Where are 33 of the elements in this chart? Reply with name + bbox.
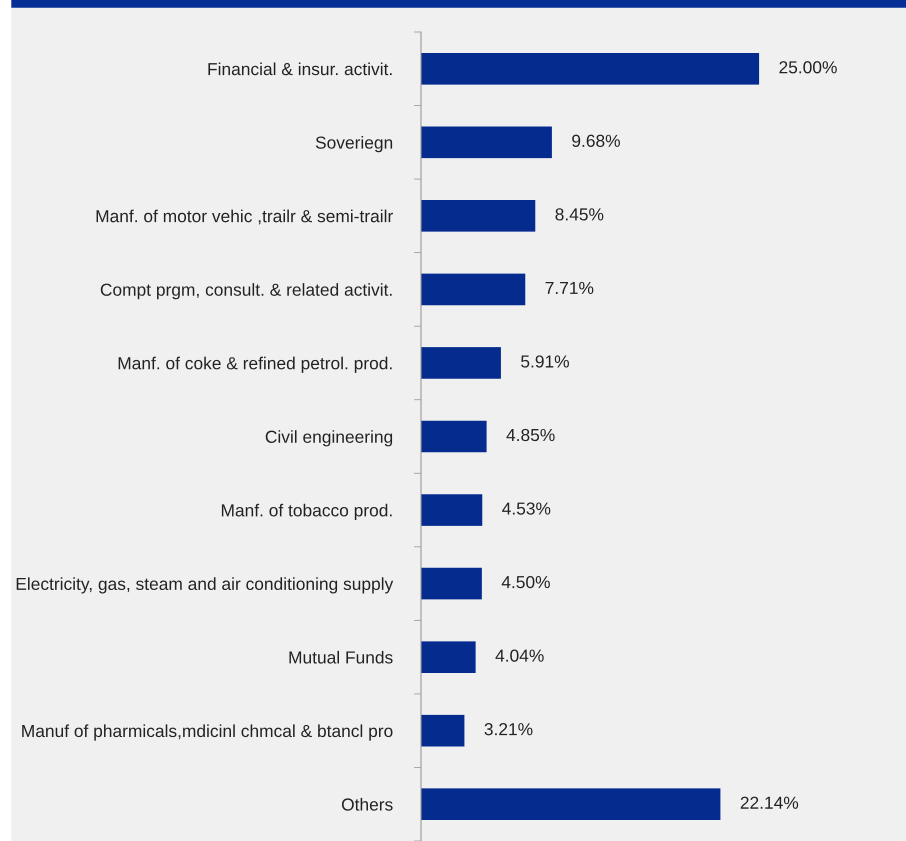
data-label: 8.45%	[555, 208, 604, 221]
bar	[421, 347, 501, 379]
data-label: 4.04%	[495, 650, 544, 662]
bar	[421, 274, 526, 306]
bar	[421, 494, 482, 526]
bar	[421, 788, 720, 820]
y-tick-label: Financial & insur. activit.	[208, 62, 392, 76]
data-label: 22.14%	[740, 796, 798, 809]
y-tick-label: Manuf of pharmicals,mdicinl chmcal & btancl pro	[22, 724, 393, 741]
y-tick-label: Electricity, gas, steam and air conditioning supply	[16, 577, 394, 594]
y-tick-label: Manf. of coke & refined petrol. prod.	[118, 356, 392, 373]
data-label: 9.68%	[572, 134, 620, 147]
data-label: 5.91%	[521, 355, 569, 368]
y-tick-label: Manf. of tobacco prod.	[222, 504, 392, 520]
y-tick-label: Soveriegn	[316, 136, 392, 152]
data-label: 4.50%	[502, 576, 550, 588]
bar	[421, 52, 760, 85]
y-tick-label: Others	[342, 798, 393, 811]
data-label: 7.71%	[546, 282, 594, 294]
y-tick-label: Compt prgm, consult. & related activit.	[100, 283, 392, 300]
y-tick-label: Mutual Funds	[289, 650, 393, 664]
bar	[421, 200, 536, 232]
data-label: 4.85%	[506, 428, 555, 442]
bar	[421, 420, 487, 452]
y-tick-label: Manf. of motor vehic ,trailr & semi-trailr	[96, 210, 393, 224]
data-label: 25.00%	[779, 61, 837, 74]
bar	[421, 126, 552, 158]
bar	[421, 641, 476, 673]
bar	[421, 568, 482, 600]
data-label: 3.21%	[484, 723, 532, 736]
bar	[421, 714, 464, 746]
data-label: 4.53%	[502, 502, 550, 515]
y-tick-label: Civil engineering	[266, 430, 392, 446]
